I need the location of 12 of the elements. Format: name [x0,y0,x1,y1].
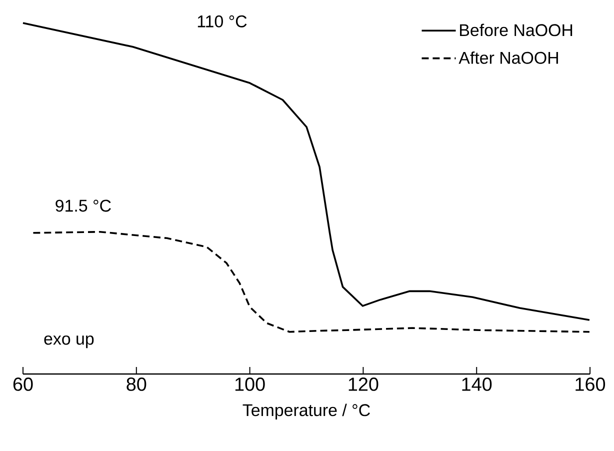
annotation: 91.5 °C [56,200,111,212]
annotation: exo up [44,335,94,348]
x-tick-label: 60 [13,378,33,391]
annotation: 110 °C [198,15,247,28]
x-axis-title: Temperature / °C [242,404,370,420]
x-tick-label: 120 [348,378,378,391]
legend-label: Before NaOOH [460,24,572,36]
x-tick-label: 80 [126,378,146,391]
legend-label: After NaOOH [458,51,558,64]
x-tick-label: 160 [576,378,606,391]
x-tick-label: 140 [462,378,492,391]
x-tick-label: 100 [235,378,265,391]
